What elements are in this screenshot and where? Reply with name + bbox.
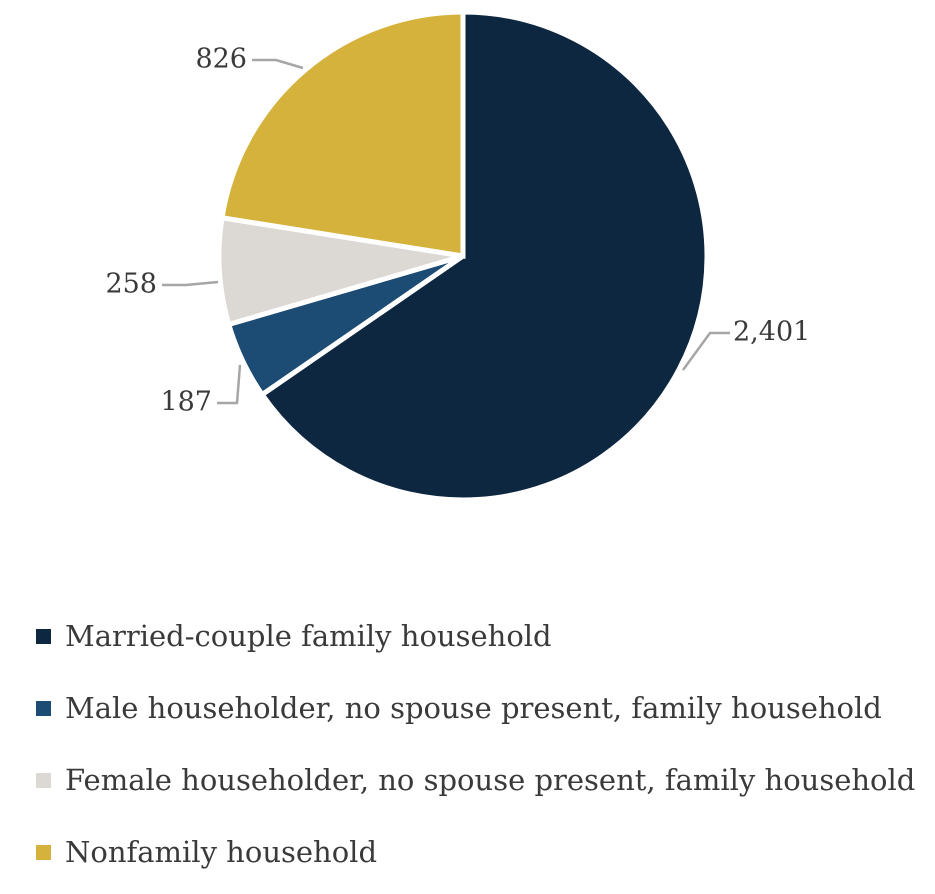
- pie-slice-nonfamily-household[interactable]: [219, 9, 466, 259]
- legend: Married-couple family household Male hou…: [36, 600, 926, 888]
- leader-line-married-couple-family-household: [681, 331, 730, 371]
- legend-label-male-householder: Male householder, no spouse present, fam…: [65, 691, 882, 725]
- data-label-female-householder-no-spouse-present-family-household: 258: [105, 269, 157, 300]
- leader-line-female-householder-no-spouse-present-family-household: [162, 280, 219, 287]
- legend-label-married-couple: Married-couple family household: [65, 619, 552, 653]
- leader-line-male-householder-no-spouse-present-family-household: [217, 364, 242, 405]
- legend-swatch-male-householder: [36, 700, 51, 716]
- pie-data-labels: 2,401 187 258 826: [105, 44, 810, 418]
- legend-item-male-householder[interactable]: Male householder, no spouse present, fam…: [36, 672, 926, 744]
- legend-label-nonfamily: Nonfamily household: [65, 835, 378, 869]
- pie-slices: [216, 9, 710, 503]
- data-label-nonfamily-household: 826: [195, 44, 247, 75]
- legend-swatch-married-couple: [36, 628, 51, 644]
- legend-label-female-householder: Female householder, no spouse present, f…: [65, 763, 916, 797]
- data-label-married-couple-family-household: 2,401: [733, 317, 810, 348]
- legend-item-married-couple[interactable]: Married-couple family household: [36, 600, 926, 672]
- data-label-male-householder-no-spouse-present-family-household: 187: [160, 387, 212, 418]
- legend-item-female-householder[interactable]: Female householder, no spouse present, f…: [36, 744, 926, 816]
- leader-line-nonfamily-household: [252, 58, 304, 70]
- legend-item-nonfamily[interactable]: Nonfamily household: [36, 816, 926, 888]
- legend-swatch-female-householder: [36, 772, 51, 788]
- legend-swatch-nonfamily: [36, 844, 51, 860]
- pie-slice-married-couple-family-household[interactable]: [258, 9, 710, 503]
